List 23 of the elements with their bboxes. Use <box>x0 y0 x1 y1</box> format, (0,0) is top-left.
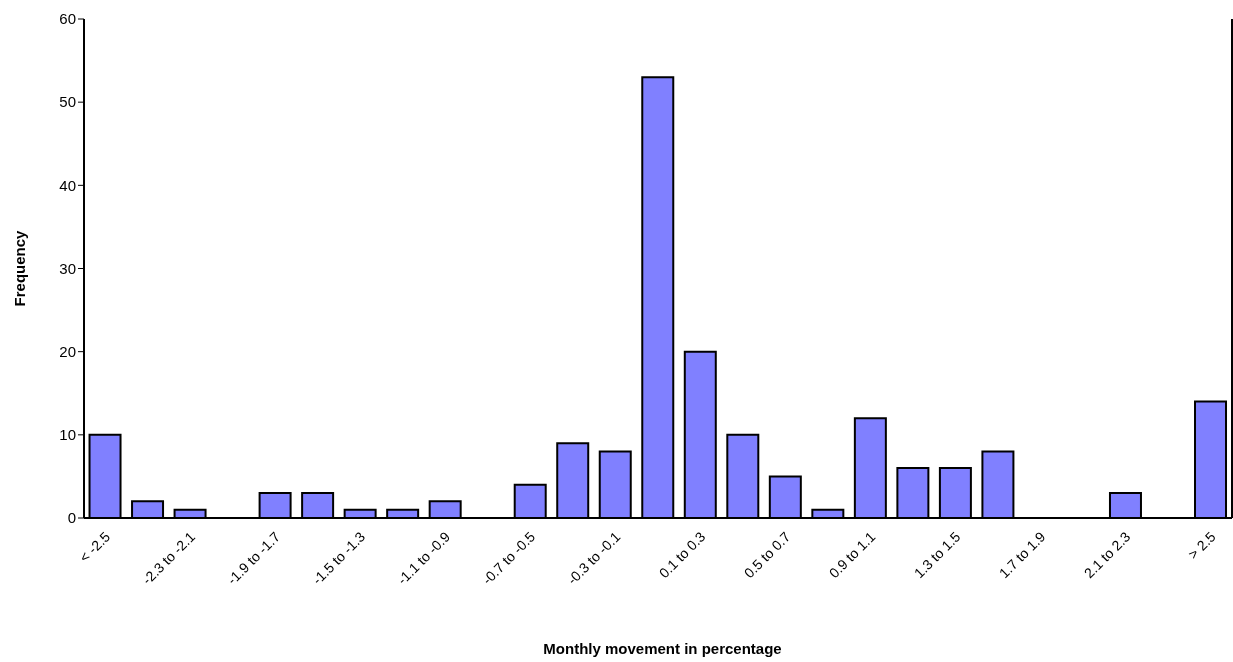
x-tick-label: 0.9 to 1.1 <box>825 528 879 582</box>
x-tick-label: 2.1 to 2.3 <box>1080 528 1134 582</box>
y-tick-label: 50 <box>59 93 76 111</box>
y-tick-label: 30 <box>59 259 76 277</box>
x-tick-label: -1.9 to -1.7 <box>223 528 284 588</box>
x-tick-label: -0.3 to -0.1 <box>564 528 624 588</box>
x-tick-label: 0.1 to 0.3 <box>655 528 709 582</box>
y-tick-label: 0 <box>67 509 76 527</box>
x-tick-label: -0.7 to -0.5 <box>479 528 539 588</box>
x-tick-label: 1.7 to 1.9 <box>995 528 1049 582</box>
x-tick-label: < -2.5 <box>76 528 114 566</box>
x-tick-label: -1.1 to -0.9 <box>394 528 454 588</box>
x-tick-label: -2.3 to -2.1 <box>138 528 199 588</box>
y-tick-label: 20 <box>59 342 76 360</box>
x-tick-label: 1.3 to 1.5 <box>910 528 964 582</box>
y-axis-title: Frequency <box>11 229 29 307</box>
x-tick-label: -1.5 to -1.3 <box>308 528 369 588</box>
x-axis-title: Monthly movement in percentage <box>542 640 783 657</box>
y-tick-label: 40 <box>59 176 76 194</box>
y-tick-label: 60 <box>59 10 76 28</box>
y-tick-label: 10 <box>59 426 76 444</box>
x-tick-label: 0.5 to 0.7 <box>740 528 794 582</box>
x-tick-label: > 2.5 <box>1184 528 1219 563</box>
